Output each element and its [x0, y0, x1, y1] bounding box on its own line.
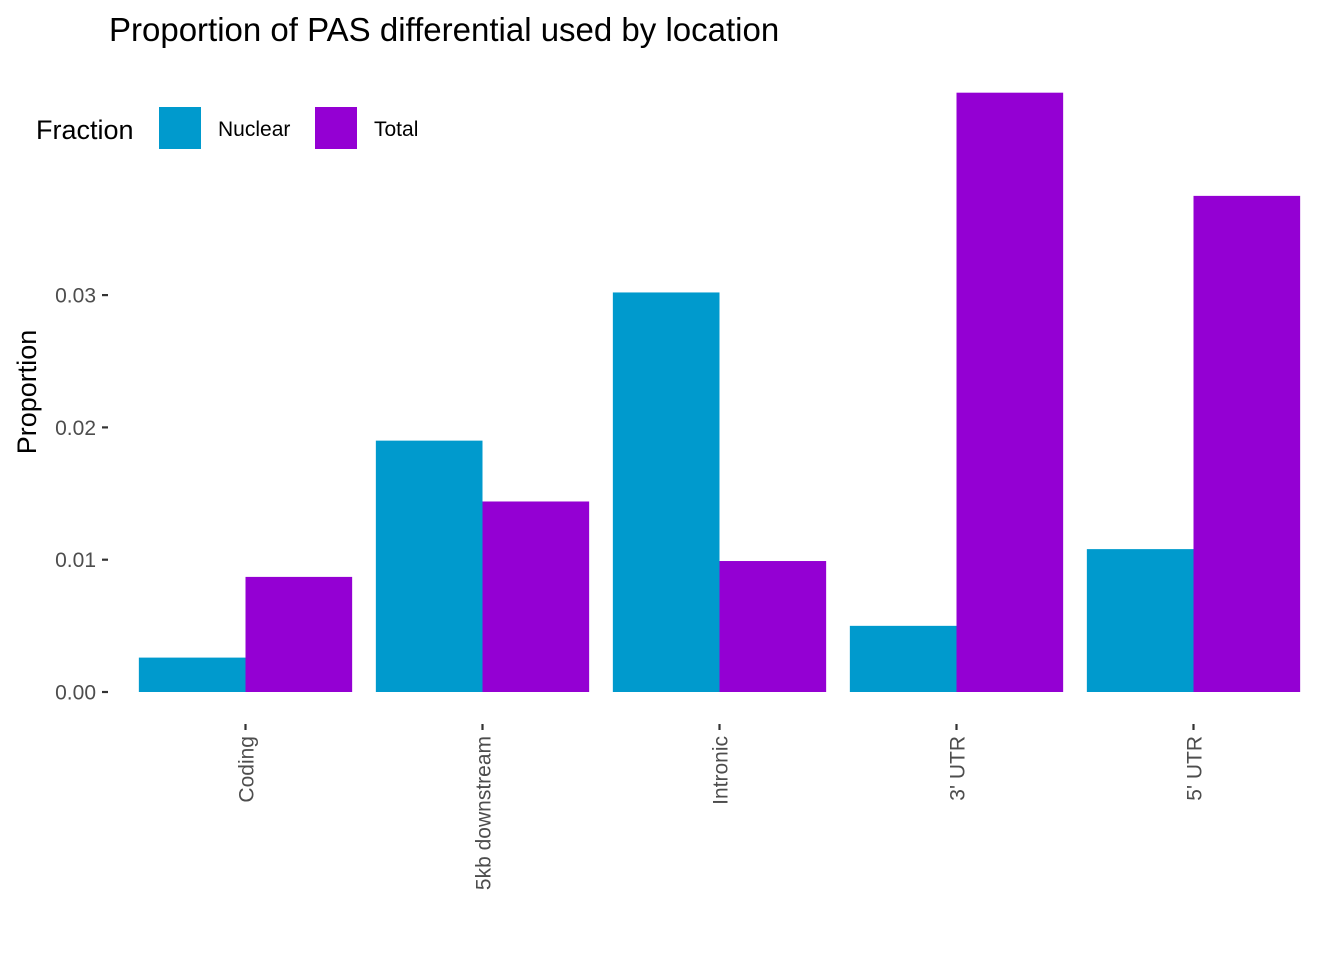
bar-total	[956, 92, 1064, 692]
bar-total	[719, 561, 827, 692]
chart-title: Proportion of PAS differential used by l…	[109, 11, 779, 48]
legend-key-total	[315, 107, 357, 149]
legend-title: Fraction	[36, 115, 134, 145]
y-tick-label: 0.02	[55, 417, 96, 440]
y-tick-label: 0.01	[55, 549, 96, 572]
x-tick-label: 3' UTR	[947, 736, 970, 801]
legend-label-nuclear: Nuclear	[218, 118, 290, 141]
legend-key-nuclear	[159, 107, 201, 149]
bar-total	[1193, 195, 1301, 692]
y-tick-label: 0.03	[55, 285, 96, 308]
bar-total	[482, 501, 590, 692]
x-tick-label: 5' UTR	[1184, 736, 1207, 801]
x-tick-label: Coding	[236, 736, 259, 803]
y-axis: 0.000.010.020.030.04	[55, 152, 108, 705]
x-tick-label: Intronic	[710, 736, 733, 805]
legend: Fraction Nuclear Total	[0, 82, 450, 176]
bar-nuclear	[849, 625, 957, 692]
bar-total	[245, 576, 353, 692]
y-tick-label: 0.00	[55, 682, 96, 705]
legend-label-total: Total	[374, 118, 418, 141]
bar-nuclear	[1086, 549, 1194, 692]
bar-nuclear	[612, 292, 720, 692]
x-axis: Coding 5kb downstream Intronic 3' UTR 5' UTR	[236, 724, 1207, 890]
bars-layer	[138, 92, 1301, 692]
legend-background	[0, 82, 450, 176]
bar-nuclear	[138, 657, 246, 692]
x-tick-label: 5kb downstream	[473, 736, 496, 890]
y-axis-title: Proportion	[12, 330, 42, 455]
bar-nuclear	[375, 440, 483, 692]
